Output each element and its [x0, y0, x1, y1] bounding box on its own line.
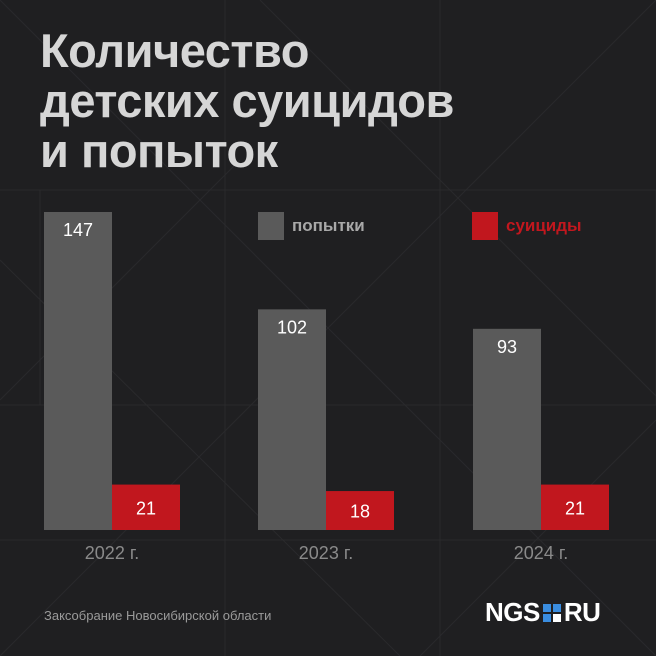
data-label-attempts-1: 102: [277, 317, 307, 337]
logo-text-ngs: NGS: [485, 597, 540, 627]
legend-item-attempts: попытки: [258, 212, 365, 240]
source-note: Заксобрание Новосибирской области: [44, 608, 272, 623]
bar-suicides-2: [541, 484, 609, 530]
bar-attempts-0: [44, 212, 112, 530]
legend-swatch-suicides: [472, 212, 498, 240]
data-label-attempts-2: 93: [497, 337, 517, 357]
logo-text-ru: RU: [563, 597, 601, 627]
bar-suicides-0: [112, 484, 180, 530]
title-line-1: Количество: [40, 24, 309, 77]
bar-suicides-1: [326, 491, 394, 530]
title-line-2: детских суицидов: [40, 74, 454, 127]
chart-title: Количество детских суицидов и попыток: [40, 26, 620, 176]
category-label-2: 2024 г.: [514, 543, 568, 563]
data-label-suicides-0: 21: [136, 498, 156, 518]
data-label-attempts-0: 147: [63, 220, 93, 240]
data-label-suicides-2: 21: [565, 498, 585, 518]
data-label-suicides-1: 18: [350, 502, 370, 522]
category-label-0: 2022 г.: [85, 543, 139, 563]
legend-label-suicides: суициды: [506, 216, 582, 235]
category-label-1: 2023 г.: [299, 543, 353, 563]
bar-attempts-1: [258, 309, 326, 530]
logo-square-icon: [542, 603, 561, 622]
legend-swatch-attempts: [258, 212, 284, 240]
title-line-3: и попыток: [40, 124, 278, 177]
legend-label-attempts: попытки: [292, 216, 365, 235]
legend-item-suicides: суициды: [472, 212, 582, 240]
bar-attempts-2: [473, 328, 541, 530]
ngs-logo: NGS RU: [485, 597, 601, 628]
